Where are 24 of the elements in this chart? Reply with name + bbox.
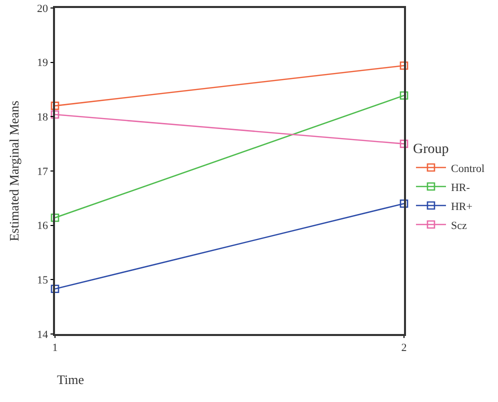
x-tick-label: 2: [401, 342, 407, 354]
point: [50, 102, 60, 110]
y-tick-label: 16: [37, 220, 49, 232]
y-tick-label: 15: [37, 274, 49, 287]
y-tick-label: 20: [37, 2, 49, 15]
y-tick-label: 17: [37, 166, 49, 178]
x-tick-label: 1: [52, 342, 58, 354]
y-axis-title: Estimated Marginal Means: [6, 100, 22, 242]
legend-label: HR+: [450, 200, 472, 213]
point: [400, 140, 408, 148]
y-tick-label: 14: [37, 328, 49, 341]
point: [50, 284, 60, 294]
legend-label: HR-: [450, 182, 470, 194]
point: [400, 61, 408, 70]
legend-title: Group: [412, 142, 449, 157]
point: [50, 214, 60, 222]
point: [400, 91, 408, 100]
point: [50, 110, 60, 119]
y-tick-label: 19: [37, 57, 49, 70]
y-tick-label: 18: [37, 112, 49, 124]
x-axis-title: Time: [57, 372, 84, 387]
point: [400, 199, 408, 208]
legend-label: Scz: [450, 220, 467, 232]
legend-label: Control: [450, 162, 485, 175]
